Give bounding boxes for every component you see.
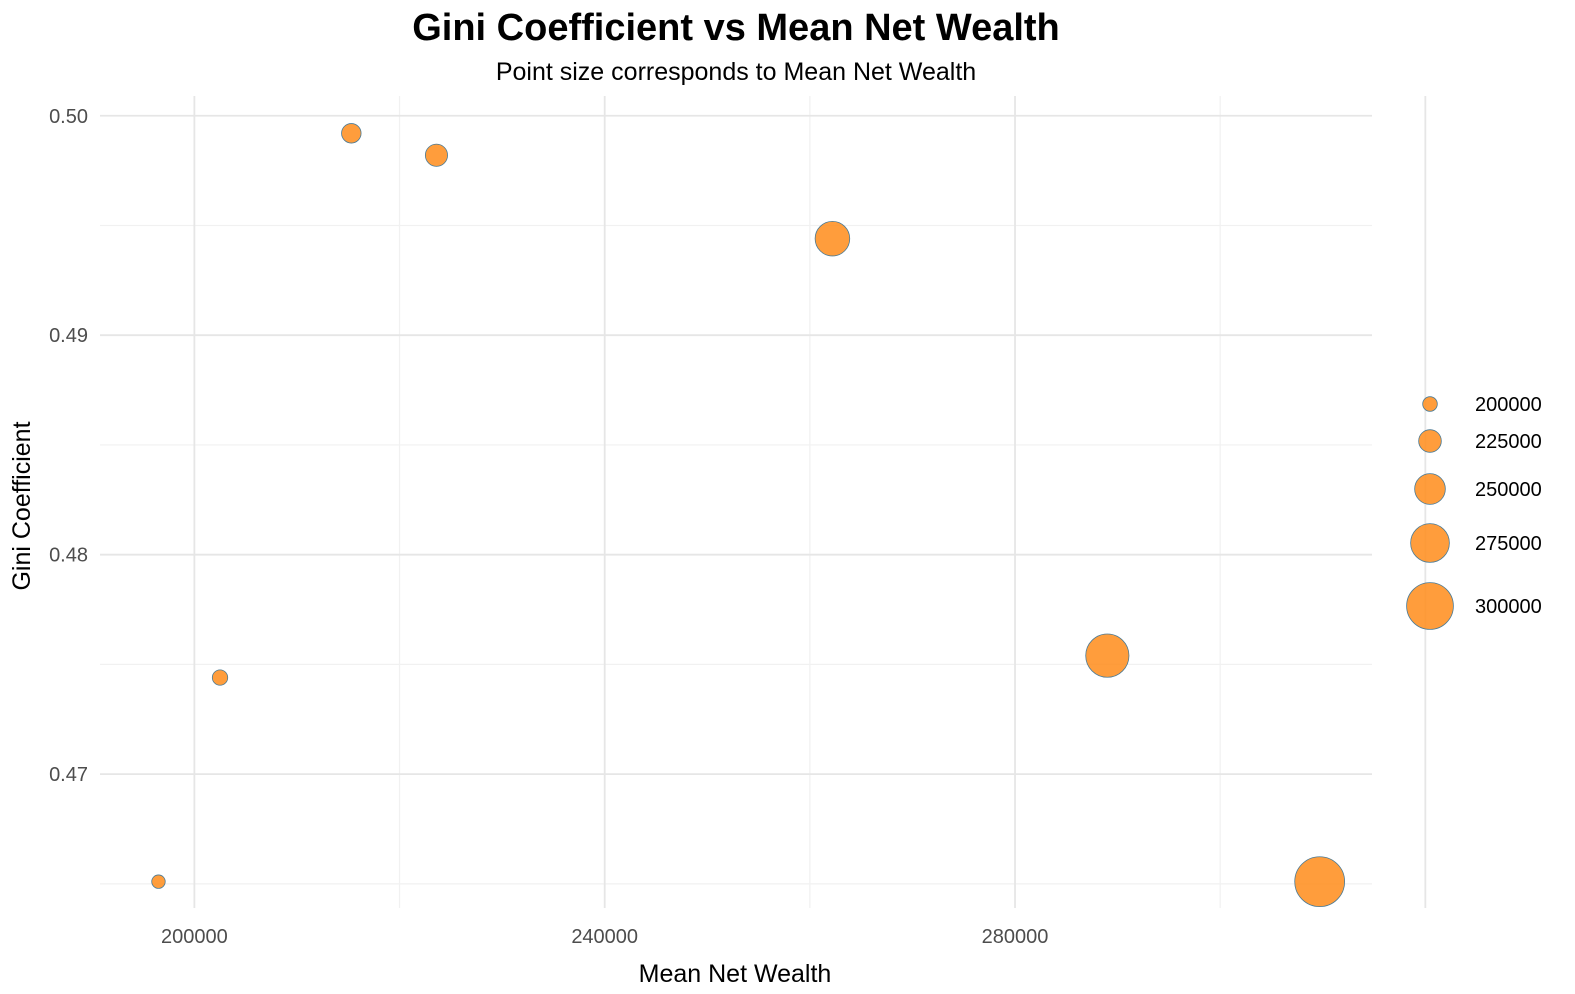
- chart-subtitle: Point size corresponds to Mean Net Wealt…: [496, 58, 976, 86]
- data-points: [151, 123, 1346, 908]
- data-point: [341, 123, 362, 144]
- legend-key: [1414, 473, 1446, 505]
- data-point: [1294, 856, 1346, 908]
- y-tick-label: 0.49: [49, 325, 88, 347]
- legend-label: 250000: [1475, 479, 1542, 501]
- legend-label: 300000: [1475, 596, 1542, 618]
- x-tick-label: 280000: [982, 926, 1049, 948]
- y-tick-label: 0.48: [49, 545, 88, 567]
- data-point: [814, 220, 851, 257]
- x-axis-ticks: 200000 240000 280000: [161, 926, 1048, 948]
- x-tick-label: 200000: [161, 926, 228, 948]
- grid: [100, 96, 1427, 908]
- y-tick-label: 0.50: [49, 106, 88, 128]
- chart-title: Gini Coefficient vs Mean Net Wealth: [412, 7, 1060, 49]
- y-axis-ticks: 0.47 0.48 0.49 0.50: [49, 106, 88, 786]
- y-axis-title: Gini Coefficient: [8, 421, 36, 590]
- legend-key: [1410, 523, 1450, 563]
- legend-label: 225000: [1475, 431, 1542, 453]
- data-point: [211, 669, 229, 686]
- legend-label: 275000: [1475, 533, 1542, 555]
- legend-key: [1406, 582, 1454, 630]
- data-point: [1085, 633, 1130, 678]
- y-tick-label: 0.47: [49, 764, 88, 786]
- data-point: [151, 874, 166, 889]
- x-axis-title: Mean Net Wealth: [639, 960, 832, 988]
- size-legend: 200000 225000 250000 275000 300000: [1406, 394, 1542, 630]
- data-point: [424, 143, 448, 167]
- legend-key: [1422, 396, 1438, 412]
- x-tick-label: 240000: [571, 926, 638, 948]
- legend-label: 200000: [1475, 394, 1542, 416]
- legend-key: [1418, 429, 1442, 453]
